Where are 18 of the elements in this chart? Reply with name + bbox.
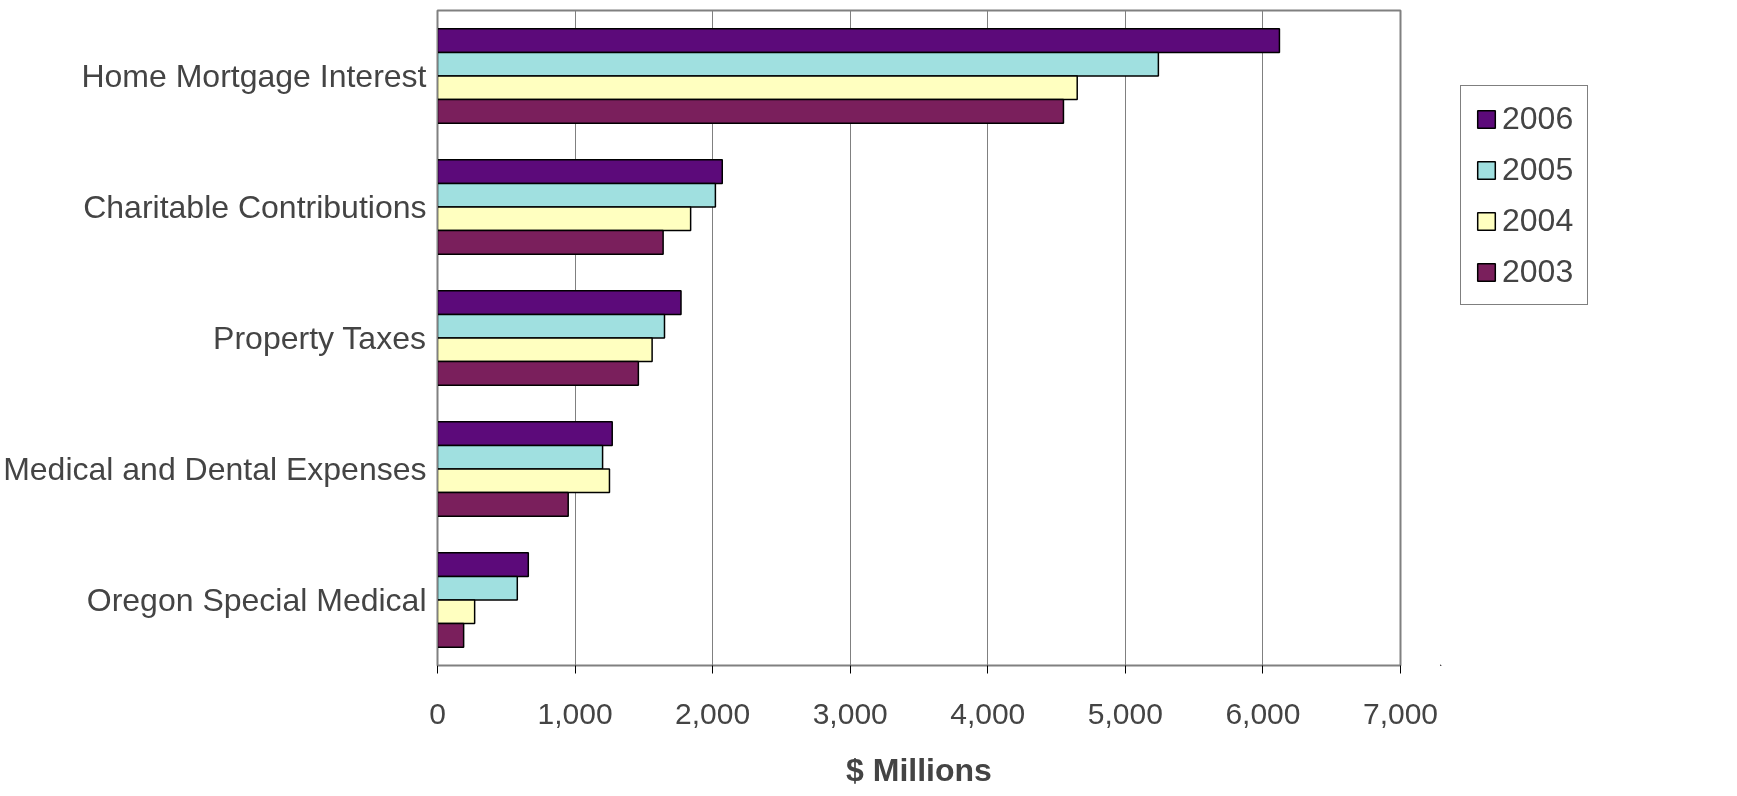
y-tick-label: Charitable Contributions — [83, 189, 427, 225]
x-tick-label: 1,000 — [537, 696, 613, 730]
legend-label: 2004 — [1502, 202, 1574, 239]
y-tick-label: Oregon Special Medical — [86, 582, 427, 618]
legend-label: 2005 — [1502, 151, 1574, 188]
y-tick-label: Property Taxes — [213, 320, 426, 356]
legend-label: 2006 — [1502, 100, 1574, 137]
x-tick-label: 3,000 — [812, 696, 888, 730]
x-tick-label: 2,000 — [675, 696, 751, 730]
legend-label: 2003 — [1502, 253, 1574, 290]
y-tick-label: Home Mortgage Interest — [81, 58, 427, 94]
x-tick-label: 0 — [429, 696, 446, 730]
x-tick-label: 5,000 — [1087, 696, 1163, 730]
x-tick-label: 4,000 — [950, 696, 1026, 730]
x-axis-title: $ Millions — [846, 751, 992, 788]
x-tick-label: 7,000 — [1362, 696, 1439, 730]
y-tick-label: Medical and Dental Expenses — [3, 451, 427, 487]
x-tick-label: 6,000 — [1225, 696, 1301, 730]
